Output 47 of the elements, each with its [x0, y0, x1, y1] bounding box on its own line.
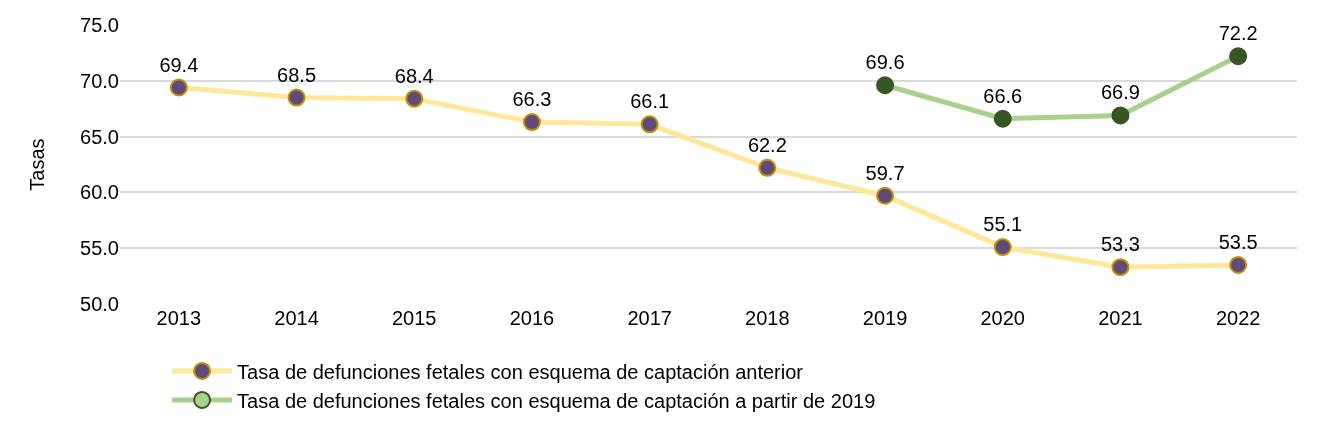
data-label: 69.4 — [159, 53, 199, 76]
y-tick-label: 70.0 — [80, 69, 119, 92]
point — [876, 76, 895, 95]
point — [405, 89, 424, 108]
data-label: 66.3 — [512, 88, 552, 111]
data-label: 69.6 — [865, 51, 905, 74]
data-label: 55.1 — [983, 213, 1023, 236]
legend-label: Tasa de defunciones fetales con esquema de captación a partir de 2019 — [237, 389, 876, 412]
data-label: 66.6 — [983, 84, 1023, 107]
y-tick-label: 60.0 — [80, 181, 119, 204]
y-tick-label: 50.0 — [80, 293, 119, 315]
x-tick-label: 2020 — [980, 307, 1025, 329]
x-tick-label: 2021 — [1098, 307, 1143, 329]
y-axis-title: Tasas — [25, 138, 48, 191]
x-tick-label: 2013 — [156, 307, 202, 329]
x-tick-label: 2015 — [392, 307, 437, 329]
data-label: 53.3 — [1100, 233, 1140, 256]
data-label: 72.2 — [1218, 22, 1258, 45]
point — [876, 186, 895, 205]
x-tick-label: 2018 — [745, 307, 790, 329]
y-tick-label: 65.0 — [80, 125, 119, 148]
point — [1229, 255, 1248, 274]
x-tick-label: 2022 — [1215, 307, 1261, 329]
data-label: 59.7 — [865, 161, 905, 184]
data-label: 66.1 — [630, 90, 670, 113]
x-tick-label: 2014 — [274, 307, 319, 329]
x-tick-label: 2019 — [862, 307, 908, 329]
point — [1111, 258, 1130, 277]
point — [1111, 106, 1130, 125]
point — [169, 78, 188, 97]
y-tick-label: 55.0 — [80, 237, 119, 260]
data-label: 66.9 — [1100, 81, 1140, 104]
point — [993, 109, 1012, 128]
point — [1229, 47, 1248, 66]
point — [522, 113, 541, 132]
legend-label: Tasa de defunciones fetales con esquema de captación anterior — [237, 360, 804, 383]
x-tick-label: 2016 — [509, 307, 555, 329]
x-tick-label: 2017 — [627, 307, 672, 329]
point — [287, 88, 306, 107]
point — [993, 238, 1012, 257]
y-tick-label: 75.0 — [80, 14, 119, 36]
data-label: 68.5 — [277, 63, 317, 86]
point — [640, 115, 659, 134]
data-label: 68.4 — [394, 64, 434, 87]
data-label: 62.2 — [747, 133, 787, 156]
data-label: 53.5 — [1218, 230, 1258, 253]
point — [758, 158, 777, 177]
